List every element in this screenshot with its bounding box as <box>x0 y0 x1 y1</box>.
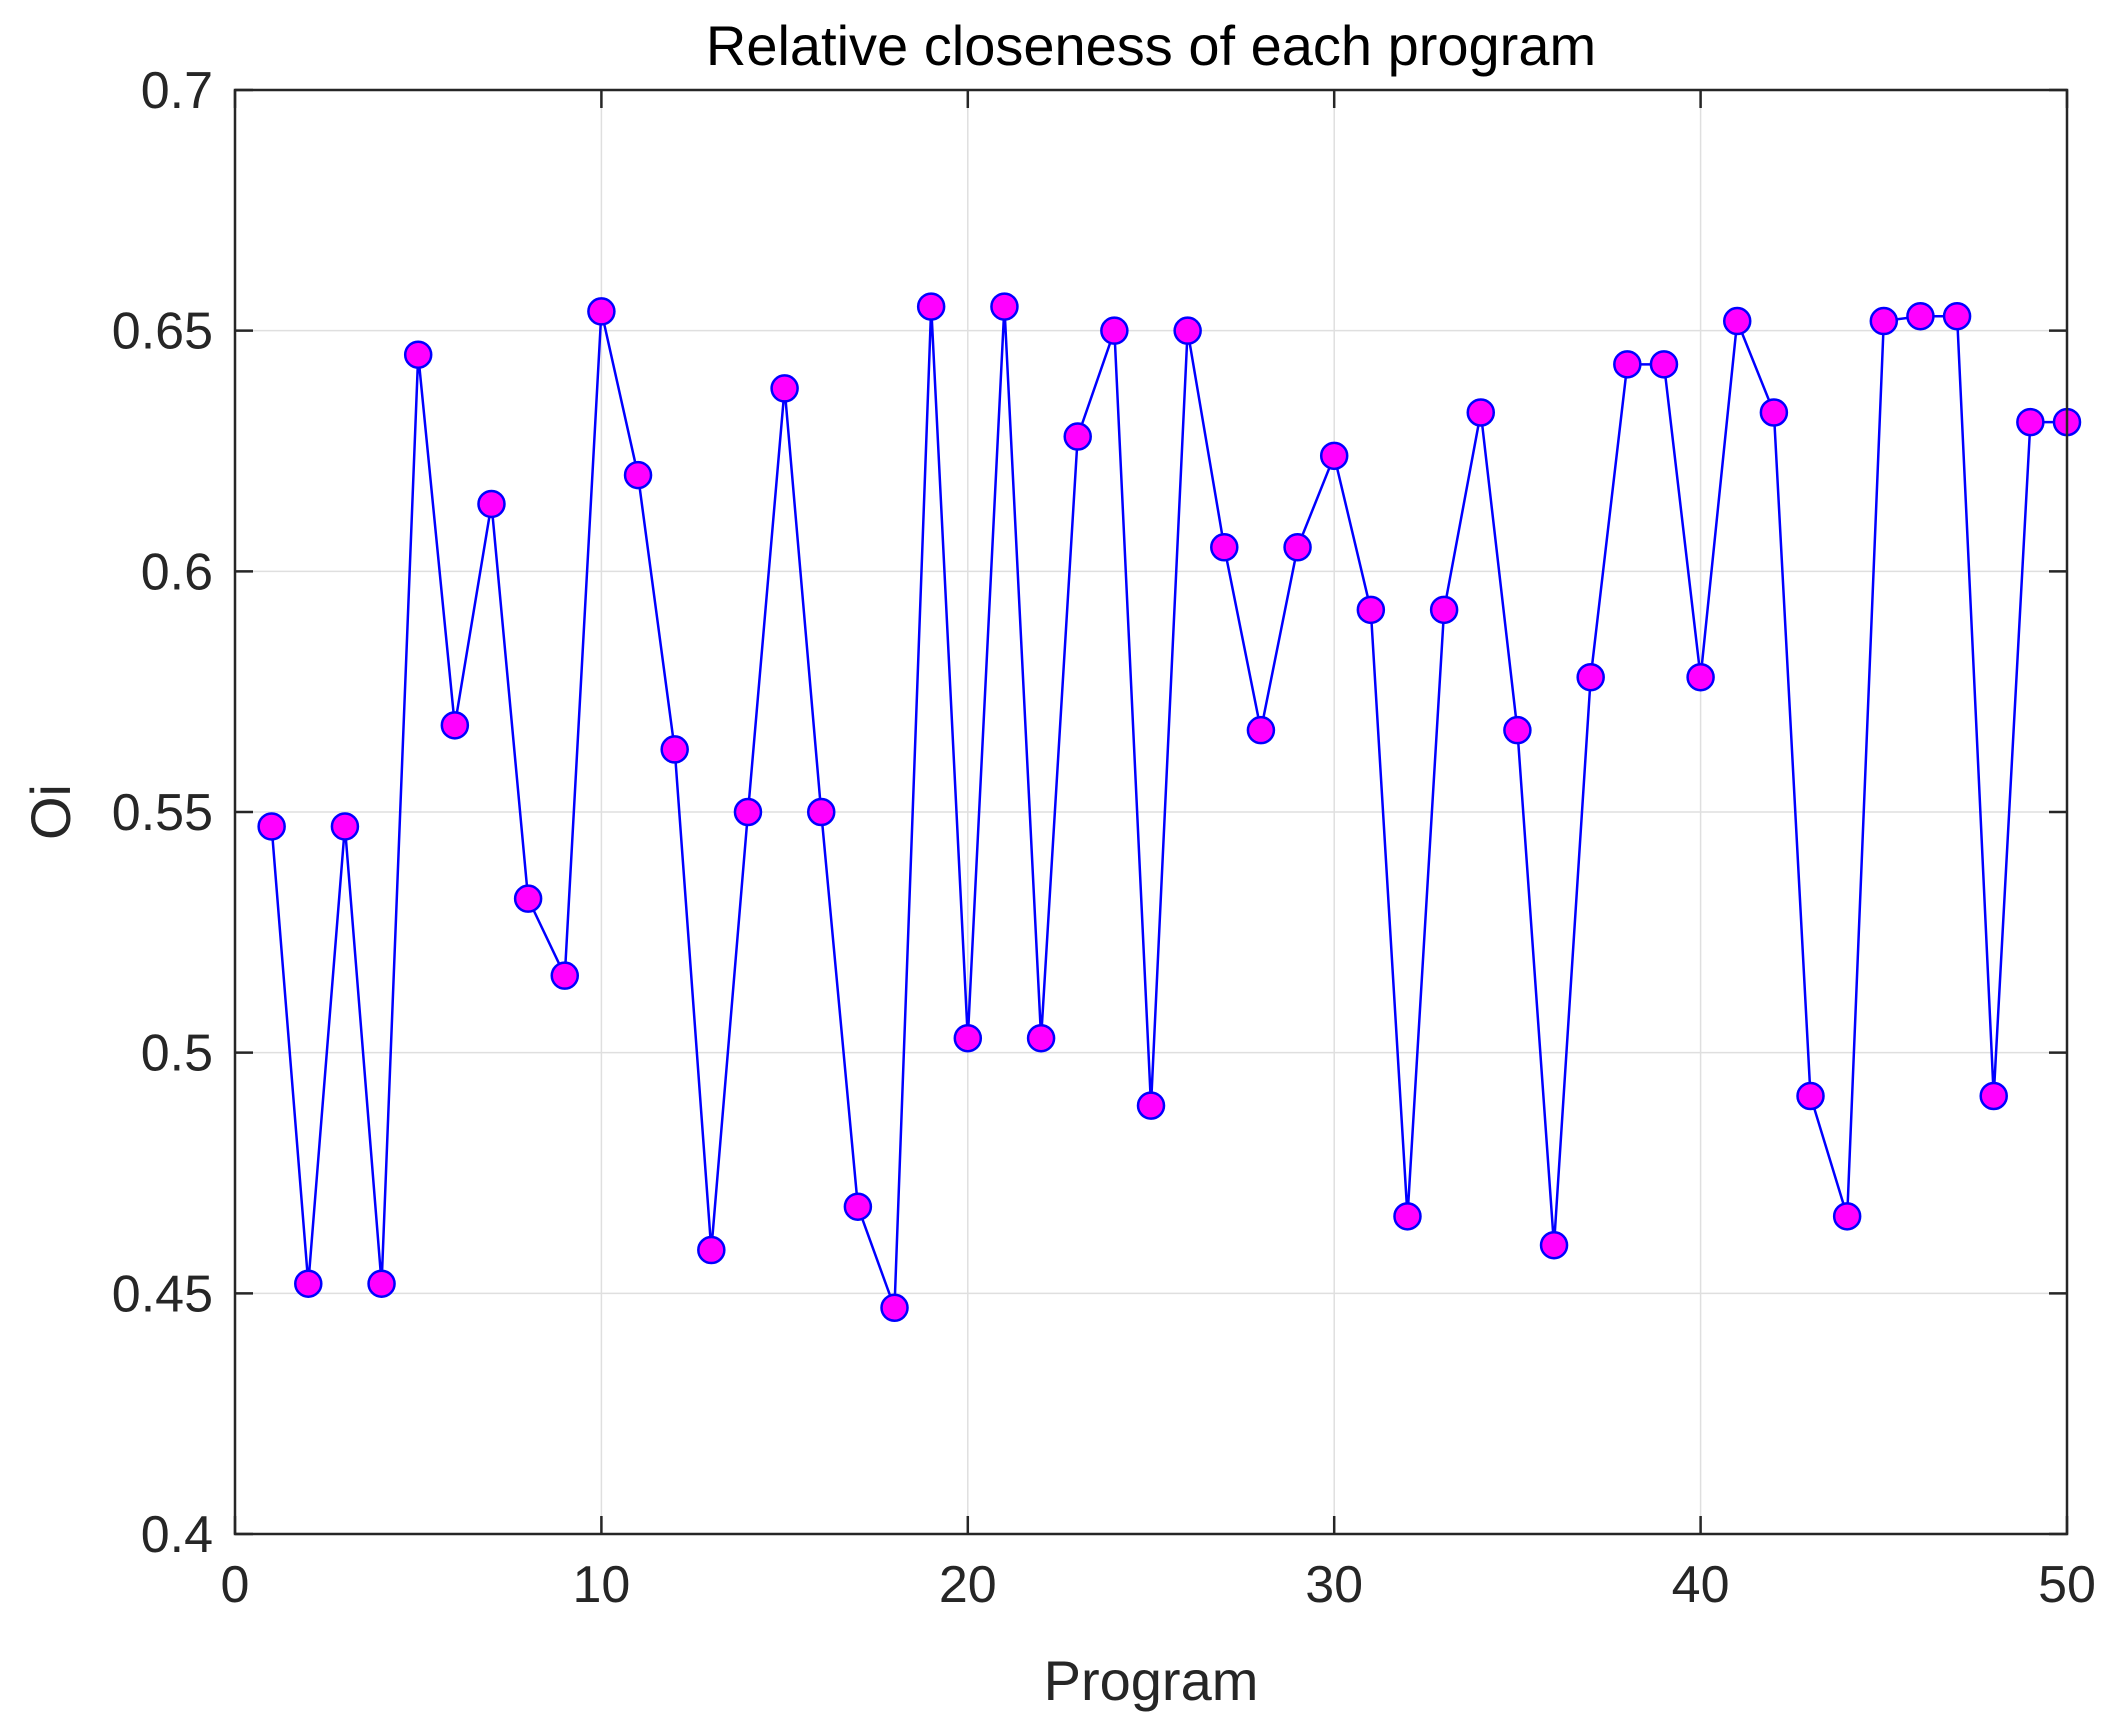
data-point <box>1283 533 1312 562</box>
data-point <box>1210 533 1239 562</box>
tick-labels: 0 10 20 30 40 50 0.4 0.45 0.5 0.55 0.6 0.65 0.7 <box>112 62 2096 1614</box>
data-point <box>660 735 689 764</box>
data-point <box>843 1192 873 1221</box>
data-point <box>1942 301 1972 331</box>
data-point <box>1539 1230 1569 1260</box>
data-point <box>1759 398 1789 427</box>
data-point <box>1466 398 1496 427</box>
data-point <box>550 961 580 990</box>
data-point <box>1356 595 1386 625</box>
data-point <box>1722 306 1752 336</box>
data-point <box>1393 1202 1422 1231</box>
data-point <box>806 797 836 827</box>
data-point <box>880 1293 909 1323</box>
data-point <box>770 374 799 403</box>
data-point <box>697 1235 726 1265</box>
data-point <box>1173 316 1202 345</box>
data-point <box>1869 306 1899 336</box>
grid-lines <box>234 89 2068 1535</box>
data-point <box>1979 1081 2008 1111</box>
x-tick-label: 0 <box>221 1556 250 1614</box>
data-point <box>1136 1091 1166 1120</box>
x-tick-label: 20 <box>939 1556 997 1614</box>
data-point <box>990 292 1019 321</box>
data-point <box>916 292 946 321</box>
y-tick-label: 0.45 <box>112 1265 213 1323</box>
data-point <box>1613 350 1642 379</box>
data-point <box>953 1023 983 1053</box>
y-tick-label: 0.4 <box>141 1506 213 1564</box>
data-point <box>623 460 653 490</box>
data-point <box>367 1269 396 1298</box>
data-point <box>1026 1023 1056 1053</box>
data-point <box>733 797 763 827</box>
data-point <box>477 489 506 519</box>
data-point <box>1832 1202 1862 1231</box>
data-point <box>257 812 286 841</box>
data-point <box>1063 422 1092 451</box>
chart-title: Relative closeness of each program <box>706 14 1596 77</box>
data-point <box>1246 715 1276 745</box>
series-layer <box>257 292 2082 1323</box>
data-point <box>1649 350 1679 379</box>
x-tick-label: 10 <box>572 1556 630 1614</box>
x-axis-label: Program <box>1044 1649 1259 1712</box>
data-point <box>330 812 360 841</box>
y-tick-label: 0.7 <box>141 62 213 120</box>
data-point <box>1100 316 1129 345</box>
y-tick-label: 0.5 <box>141 1025 213 1083</box>
data-point <box>440 711 470 740</box>
x-tick-label: 50 <box>2038 1556 2096 1614</box>
y-tick-label: 0.6 <box>141 543 213 601</box>
data-point <box>1503 715 1532 745</box>
data-point <box>587 297 616 326</box>
data-point <box>294 1269 323 1298</box>
data-point <box>513 884 543 913</box>
series-line <box>270 305 2067 1310</box>
data-point <box>1906 301 1935 331</box>
y-tick-label: 0.55 <box>112 784 213 842</box>
data-point <box>2016 407 2045 437</box>
data-point <box>1576 662 1605 692</box>
data-point <box>1319 441 1349 471</box>
ticks <box>233 88 2069 1536</box>
data-point <box>1686 662 1715 692</box>
data-point <box>1429 595 1459 625</box>
data-point <box>403 340 433 369</box>
x-tick-label: 30 <box>1305 1556 1363 1614</box>
data-point <box>1796 1081 1825 1111</box>
y-axis-label: Oi <box>19 784 82 840</box>
y-tick-label: 0.65 <box>112 303 213 361</box>
x-tick-label: 40 <box>1672 1556 1730 1614</box>
